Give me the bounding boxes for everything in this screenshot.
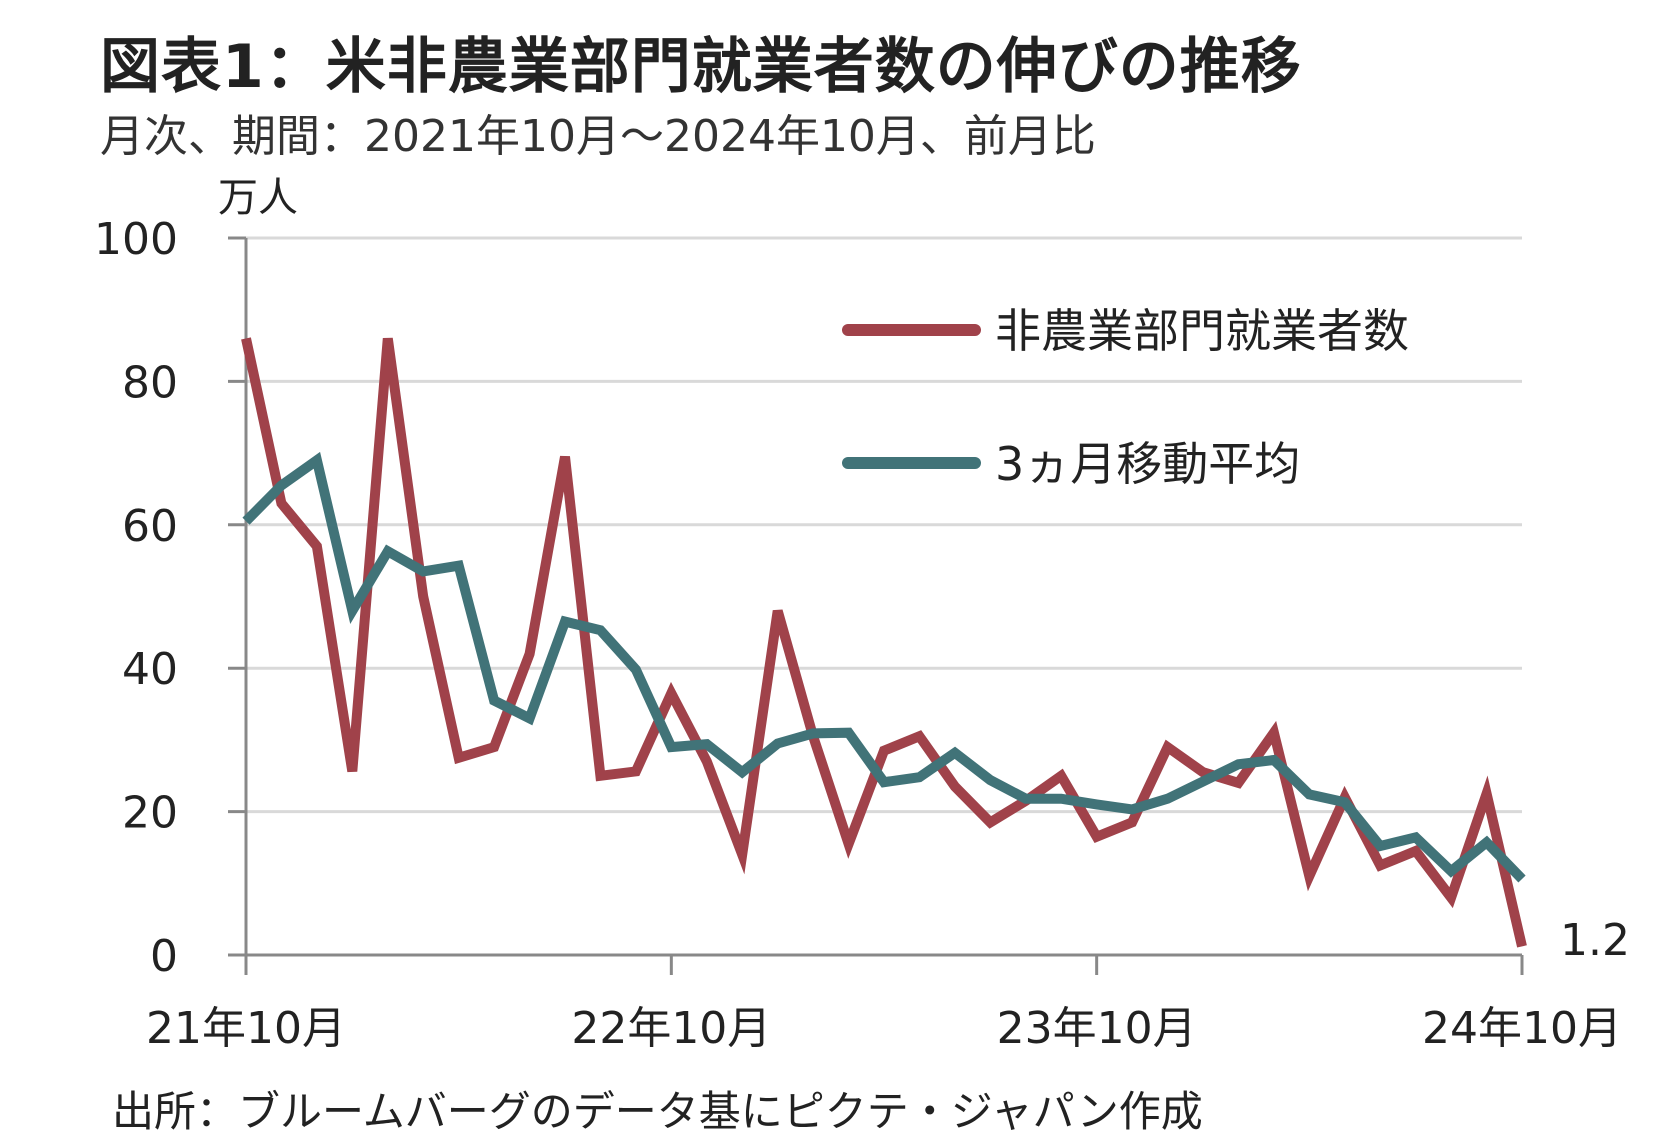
x-tick-label: 23年10月 [997,1003,1197,1054]
legend-label: 3ヵ月移動平均 [995,437,1300,491]
axes [228,236,1524,975]
source-note: 出所：ブルームバーグのデータ基にピクテ・ジャパン作成 [112,1087,1203,1136]
series-line-nonfarm-payrolls [241,337,1527,948]
x-tick-labels: 21年10月 22年10月 23年10月 24年10月 [146,1003,1622,1054]
y-tick-label: 100 [94,214,178,265]
y-tick-label: 80 [122,357,178,408]
y-tick-labels: 0 20 40 60 80 100 [94,214,178,982]
series-lines [241,337,1527,948]
y-tick-label: 20 [122,788,178,839]
chart-subtitle: 月次、期間：2021年10月～2024年10月、前月比 [100,111,1096,162]
x-tick-label: 22年10月 [571,1003,771,1054]
end-value-label: 1.2 [1560,915,1630,966]
x-tick-label: 24年10月 [1422,1003,1622,1054]
legend-label: 非農業部門就業者数 [995,304,1409,358]
y-axis-unit-label: 万人 [218,175,298,221]
y-tick-label: 60 [122,501,178,552]
legend: 非農業部門就業者数 3ヵ月移動平均 [842,304,1409,491]
chart-title: 図表1：米非農業部門就業者数の伸びの推移 [100,32,1302,102]
y-tick-label: 0 [150,931,178,982]
y-tick-label: 40 [122,644,178,695]
gridlines [246,236,1522,814]
series-line-3m-moving-average [242,451,1526,883]
x-tick-label: 21年10月 [146,1003,346,1054]
